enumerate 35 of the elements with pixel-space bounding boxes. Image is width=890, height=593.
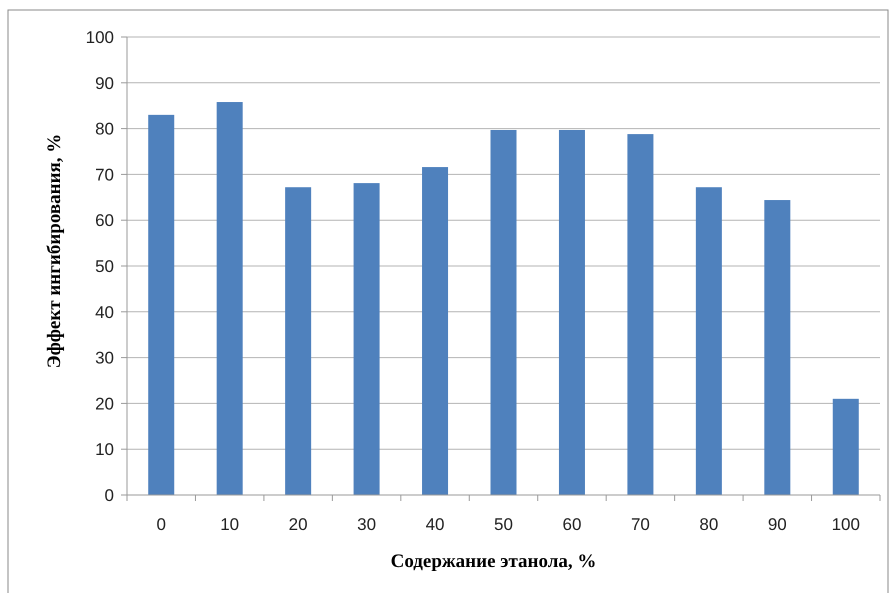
x-tick-label: 30 [357, 515, 376, 534]
bar [627, 134, 654, 495]
bar [832, 398, 859, 495]
bar [696, 187, 722, 495]
x-tick-label: 20 [288, 515, 308, 534]
x-tick-label: 10 [220, 515, 240, 534]
x-tick-label: 100 [832, 515, 860, 534]
y-tick-label: 40 [95, 302, 114, 322]
x-tick-label: 60 [562, 515, 582, 534]
y-tick-label: 70 [95, 165, 114, 184]
y-tick-label: 20 [95, 394, 114, 414]
y-tick-label: 60 [95, 211, 114, 230]
bar [764, 200, 790, 495]
y-tick-label: 100 [86, 28, 114, 47]
bar [354, 183, 380, 495]
x-tick-label: 80 [699, 515, 718, 534]
x-axis-title: Содержание этанола, % [390, 551, 596, 572]
y-tick-label: 10 [95, 440, 114, 460]
y-tick-label: 90 [95, 74, 114, 93]
bar [216, 102, 243, 495]
bar [490, 130, 517, 495]
x-tick-label: 0 [156, 515, 166, 534]
y-tick-label: 80 [95, 120, 114, 139]
x-tick-label: 90 [768, 515, 787, 534]
bar [285, 187, 312, 495]
y-tick-label: 0 [104, 486, 114, 505]
y-tick-label: 30 [95, 348, 114, 368]
bar [148, 114, 174, 495]
y-axis-title: Эффект ингибирования, % [44, 134, 65, 368]
x-tick-label: 40 [426, 515, 445, 534]
x-tick-label: 70 [630, 515, 650, 534]
y-tick-label: 50 [95, 256, 114, 276]
x-tick-label: 50 [494, 515, 513, 534]
bar [558, 130, 585, 495]
bar [422, 167, 448, 495]
